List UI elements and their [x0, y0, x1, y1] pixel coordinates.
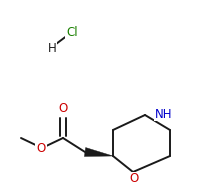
Text: H: H: [47, 42, 56, 54]
Text: O: O: [36, 143, 45, 156]
Text: NH: NH: [154, 108, 172, 121]
Text: O: O: [129, 173, 138, 185]
Polygon shape: [84, 148, 112, 156]
Text: O: O: [58, 102, 67, 115]
Text: Cl: Cl: [66, 26, 77, 39]
